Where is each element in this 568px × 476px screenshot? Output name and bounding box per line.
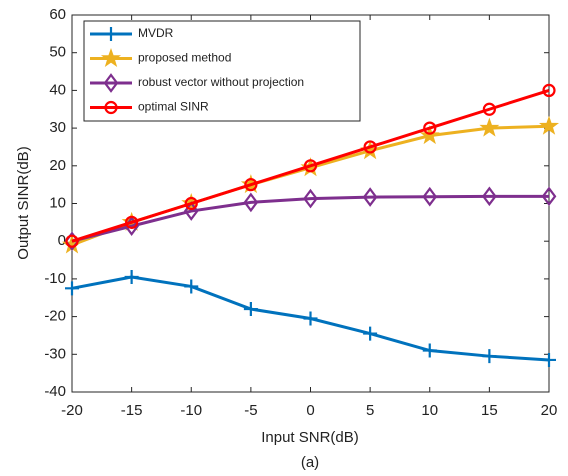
- y-tick-label: 0: [58, 232, 66, 249]
- marker: [243, 302, 258, 317]
- x-tick-label: 15: [481, 402, 498, 419]
- y-tick-label: -10: [44, 270, 66, 287]
- x-tick-label: -10: [180, 402, 202, 419]
- y-axis-label: Output SINR(dB): [15, 146, 32, 259]
- x-tick-label: -15: [121, 402, 143, 419]
- y-tick-label: -40: [44, 383, 66, 400]
- marker: [65, 234, 79, 248]
- x-tick-label: -20: [61, 402, 83, 419]
- x-axis-label: Input SNR(dB): [261, 429, 359, 446]
- marker: [363, 326, 378, 341]
- marker: [184, 196, 198, 211]
- caption: (a): [301, 454, 319, 471]
- legend-text: robust vector without projection: [138, 75, 304, 89]
- y-tick-label: 40: [49, 81, 66, 98]
- x-tick-label: -5: [244, 402, 257, 419]
- y-tick-label: -30: [44, 345, 66, 362]
- series-line: [71, 88, 550, 243]
- marker: [482, 102, 496, 116]
- marker: [244, 178, 258, 192]
- y-tick-label: 60: [49, 6, 66, 23]
- marker: [103, 73, 119, 93]
- x-tick-label: 0: [306, 402, 314, 419]
- marker: [100, 47, 122, 68]
- marker: [125, 215, 139, 229]
- legend-text: proposed method: [138, 51, 231, 65]
- x-tick-label: 20: [541, 402, 558, 419]
- series-line: [71, 194, 549, 243]
- marker: [422, 343, 437, 358]
- marker: [104, 27, 118, 41]
- x-tick-label: 5: [366, 402, 374, 419]
- marker: [542, 83, 556, 97]
- marker: [303, 188, 318, 209]
- marker: [363, 140, 377, 154]
- x-tick-label: 10: [421, 402, 438, 419]
- y-tick-label: 10: [49, 194, 66, 211]
- marker: [124, 270, 139, 285]
- y-tick-label: 30: [49, 119, 66, 136]
- legend-text: optimal SINR: [138, 100, 209, 114]
- marker: [243, 192, 259, 213]
- y-tick-label: 20: [49, 157, 66, 174]
- marker: [303, 311, 318, 326]
- marker: [482, 349, 497, 364]
- marker: [538, 115, 560, 135]
- marker: [479, 117, 500, 137]
- marker: [419, 125, 440, 145]
- marker: [184, 279, 199, 294]
- marker: [542, 352, 556, 367]
- marker: [541, 186, 557, 207]
- marker: [303, 159, 318, 173]
- marker: [423, 121, 437, 135]
- marker: [104, 100, 118, 115]
- marker: [65, 281, 79, 296]
- legend-box: [83, 20, 361, 122]
- y-tick-label: 50: [49, 44, 66, 61]
- legend-text: MVDR: [138, 26, 174, 40]
- y-tick-label: -20: [44, 308, 66, 325]
- marker: [422, 186, 438, 207]
- marker: [362, 187, 378, 207]
- marker: [482, 186, 497, 207]
